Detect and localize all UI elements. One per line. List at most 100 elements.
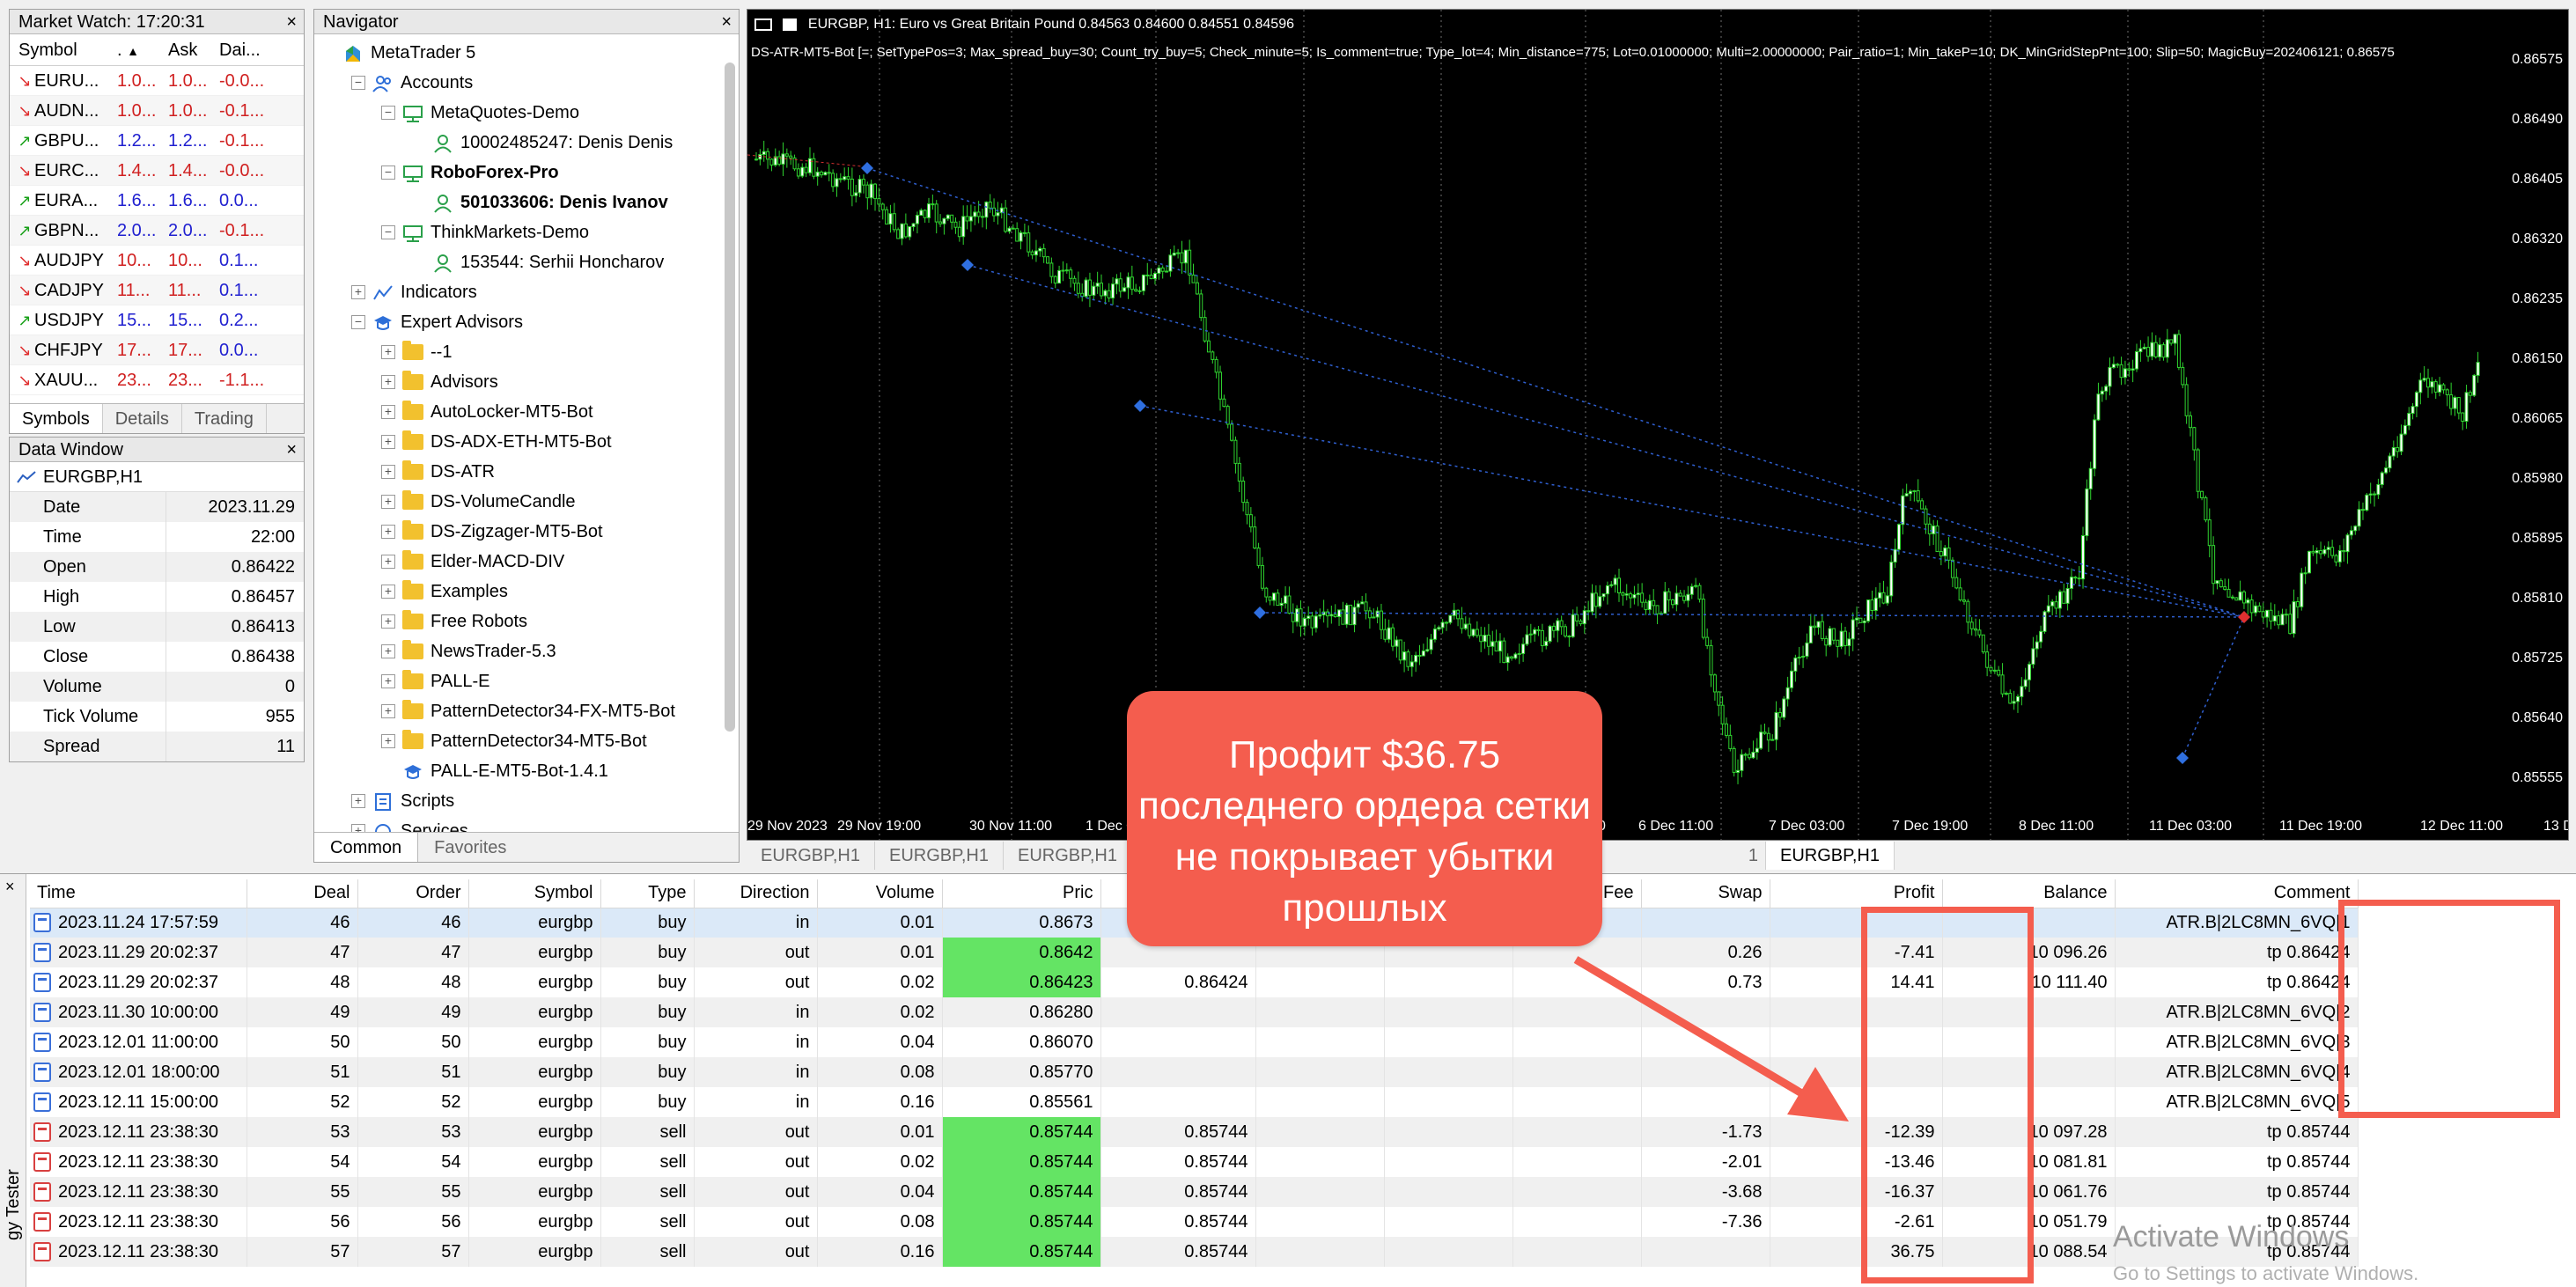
navigator-item[interactable]: + PatternDetector34-FX-MT5-Bot bbox=[314, 696, 739, 726]
expand-icon[interactable]: + bbox=[381, 585, 395, 599]
column-header[interactable]: Swap bbox=[1641, 879, 1770, 908]
column-bid[interactable]: . ▲ bbox=[117, 40, 139, 60]
expand-icon[interactable]: + bbox=[381, 345, 395, 359]
navigator-scrollbar[interactable] bbox=[725, 63, 735, 732]
column-ask[interactable]: Ask bbox=[168, 40, 198, 60]
navigator-item[interactable]: − Accounts bbox=[314, 68, 739, 98]
chart-menu-icon[interactable] bbox=[754, 18, 772, 31]
expand-icon[interactable]: + bbox=[381, 644, 395, 658]
deal-row[interactable]: 2023.12.11 23:38:30 56 56 eurgbp sell out 0.08… bbox=[30, 1207, 2359, 1237]
navigator-item[interactable]: + --1 bbox=[314, 337, 739, 367]
deal-row[interactable]: 2023.11.30 10:00:00 49 49 eurgbp buy in 0.02 0.… bbox=[30, 997, 2359, 1027]
column-header[interactable]: Direction bbox=[694, 879, 818, 908]
close-icon[interactable]: × bbox=[286, 12, 297, 32]
deal-row[interactable]: 2023.12.11 23:38:30 54 54 eurgbp sell out 0.02… bbox=[30, 1147, 2359, 1177]
expand-icon[interactable]: + bbox=[381, 614, 395, 629]
chart-tab-active[interactable]: EURGBP,H1 bbox=[1766, 842, 1895, 870]
navigator-item[interactable]: + Indicators bbox=[314, 277, 739, 307]
close-icon[interactable]: × bbox=[286, 440, 297, 460]
navigator-item[interactable]: 10002485247: Denis Denis bbox=[314, 128, 739, 158]
navigator-item[interactable]: − MetaQuotes-Demo bbox=[314, 98, 739, 128]
price-chart[interactable]: EURGBP, H1: Euro vs Great Britain Pound … bbox=[747, 9, 2569, 841]
column-header[interactable]: Balance bbox=[1942, 879, 2116, 908]
column-header[interactable]: Deal bbox=[247, 879, 358, 908]
expand-icon[interactable]: + bbox=[381, 525, 395, 539]
deal-row[interactable]: 2023.12.11 23:38:30 57 57 eurgbp sell out 0.16… bbox=[30, 1237, 2359, 1267]
tab-common[interactable]: Common bbox=[314, 833, 419, 862]
column-header[interactable]: Type bbox=[600, 879, 695, 908]
market-watch-row[interactable]: ↘ AUDN... 1.0... 1.0... -0.1... bbox=[10, 96, 304, 126]
navigator-item[interactable]: − RoboForex-Pro bbox=[314, 158, 739, 188]
collapse-icon[interactable]: − bbox=[381, 225, 395, 239]
market-watch-row[interactable]: ↗ EURA... 1.6... 1.6... 0.0... bbox=[10, 186, 304, 216]
chart-type-icon[interactable] bbox=[783, 18, 798, 31]
collapse-icon[interactable]: − bbox=[351, 76, 365, 90]
tab-favorites[interactable]: Favorites bbox=[434, 838, 507, 857]
tab-details[interactable]: Details bbox=[103, 404, 182, 433]
navigator-item[interactable]: + Examples bbox=[314, 577, 739, 607]
navigator-item[interactable]: + DS-ATR bbox=[314, 457, 739, 487]
column-daily[interactable]: Dai... bbox=[219, 40, 261, 60]
expand-icon[interactable]: + bbox=[381, 734, 395, 748]
deal-row[interactable]: 2023.12.01 18:00:00 51 51 eurgbp buy in 0.08 0.… bbox=[30, 1057, 2359, 1087]
navigator-item[interactable]: PALL-E-MT5-Bot-1.4.1 bbox=[314, 756, 739, 786]
chart-canvas[interactable] bbox=[747, 10, 2569, 841]
expand-icon[interactable]: + bbox=[381, 405, 395, 419]
expand-icon[interactable]: + bbox=[381, 375, 395, 389]
navigator-item[interactable]: − Expert Advisors bbox=[314, 307, 739, 337]
market-watch-row[interactable]: ↘ CADJPY 11... 11... 0.1... bbox=[10, 276, 304, 305]
column-header[interactable]: Order bbox=[357, 879, 469, 908]
market-watch-row[interactable]: ↘ AUDJPY 10... 10... 0.1... bbox=[10, 246, 304, 276]
close-icon[interactable]: × bbox=[5, 878, 15, 895]
navigator-item[interactable]: − ThinkMarkets-Demo bbox=[314, 217, 739, 247]
chart-tab[interactable]: EURGBP,H1 bbox=[875, 842, 1004, 870]
collapse-icon[interactable]: − bbox=[381, 165, 395, 180]
deal-row[interactable]: 2023.11.29 20:02:37 47 47 eurgbp buy out 0.01 0… bbox=[30, 938, 2359, 967]
navigator-item[interactable]: MetaTrader 5 bbox=[314, 38, 739, 68]
tab-symbols[interactable]: Symbols bbox=[10, 404, 103, 433]
deal-row[interactable]: 2023.12.11 23:38:30 53 53 eurgbp sell out 0.01… bbox=[30, 1117, 2359, 1147]
market-watch-row[interactable]: ↘ CHFJPY 17... 17... 0.0... bbox=[10, 335, 304, 365]
market-watch-row[interactable]: ↘ EURC... 1.4... 1.4... -0.0... bbox=[10, 156, 304, 186]
expand-icon[interactable]: + bbox=[381, 465, 395, 479]
expand-icon[interactable]: + bbox=[381, 495, 395, 509]
expand-icon[interactable]: + bbox=[381, 555, 395, 569]
market-watch-row[interactable]: ↗ USDJPY 15... 15... 0.2... bbox=[10, 305, 304, 335]
column-header[interactable]: Volume bbox=[817, 879, 943, 908]
navigator-item[interactable]: 501033606: Denis Ivanov bbox=[314, 188, 739, 217]
market-watch-row[interactable]: ↘ XAUU... 23... 23... -1.1... bbox=[10, 365, 304, 395]
expand-icon[interactable]: + bbox=[381, 435, 395, 449]
navigator-item[interactable]: + Elder-MACD-DIV bbox=[314, 547, 739, 577]
navigator-item[interactable]: + Advisors bbox=[314, 367, 739, 397]
collapse-icon[interactable]: − bbox=[351, 315, 365, 329]
tab-trading[interactable]: Trading bbox=[182, 404, 267, 433]
market-watch-row[interactable]: ↗ GBPN... 2.0... 2.0... -0.1... bbox=[10, 216, 304, 246]
deal-row[interactable]: 2023.12.11 15:00:00 52 52 eurgbp buy in 0.16 0.… bbox=[30, 1087, 2359, 1117]
collapse-icon[interactable]: − bbox=[381, 106, 395, 120]
navigator-item[interactable]: 153544: Serhii Honcharov bbox=[314, 247, 739, 277]
column-header[interactable]: Pric bbox=[942, 879, 1101, 908]
expand-icon[interactable]: + bbox=[381, 704, 395, 718]
navigator-item[interactable]: + PALL-E bbox=[314, 666, 739, 696]
column-header[interactable]: Comment bbox=[2115, 879, 2359, 908]
navigator-item[interactable]: + NewsTrader-5.3 bbox=[314, 636, 739, 666]
navigator-item[interactable]: + Scripts bbox=[314, 786, 739, 816]
navigator-item[interactable]: + Free Robots bbox=[314, 607, 739, 636]
chart-tab[interactable]: EURGBP,H1 bbox=[747, 842, 875, 870]
column-symbol[interactable]: Symbol bbox=[18, 40, 77, 60]
expand-icon[interactable]: + bbox=[381, 674, 395, 688]
chart-tab[interactable]: 1 bbox=[1132, 842, 1766, 870]
market-watch-row[interactable]: ↗ GBPU... 1.2... 1.2... -0.1... bbox=[10, 126, 304, 156]
navigator-item[interactable]: + AutoLocker-MT5-Bot bbox=[314, 397, 739, 427]
column-header[interactable]: Profit bbox=[1770, 879, 1943, 908]
market-watch-row[interactable]: ↘ EURU... 1.0... 1.0... -0.0... bbox=[10, 66, 304, 96]
navigator-item[interactable]: + DS-VolumeCandle bbox=[314, 487, 739, 517]
expand-icon[interactable]: + bbox=[351, 794, 365, 808]
navigator-item[interactable]: + DS-Zigzager-MT5-Bot bbox=[314, 517, 739, 547]
column-header[interactable]: Time bbox=[30, 879, 247, 908]
navigator-item[interactable]: + DS-ADX-ETH-MT5-Bot bbox=[314, 427, 739, 457]
close-icon[interactable]: × bbox=[721, 12, 732, 32]
deal-row[interactable]: 2023.12.11 23:38:30 55 55 eurgbp sell out 0.04… bbox=[30, 1177, 2359, 1207]
expand-icon[interactable]: + bbox=[351, 285, 365, 299]
column-header[interactable]: Symbol bbox=[468, 879, 601, 908]
